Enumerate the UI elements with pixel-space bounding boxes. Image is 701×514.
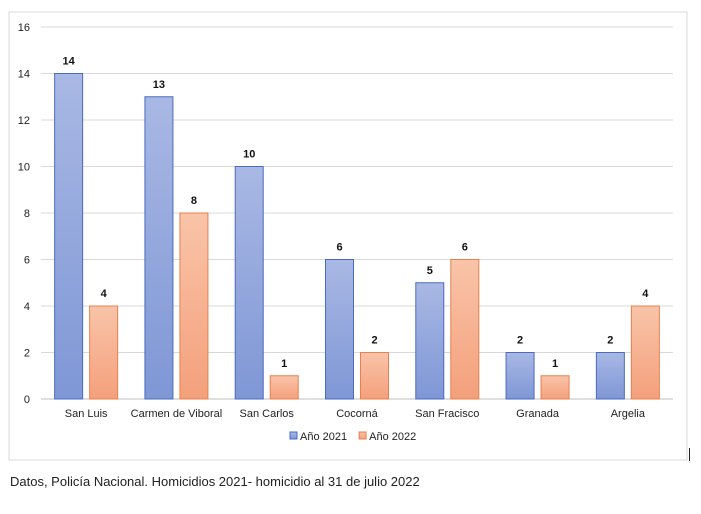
data-label: 13 (153, 79, 165, 91)
data-label: 2 (607, 335, 613, 347)
data-label: 4 (642, 288, 649, 300)
y-tick-label: 0 (24, 394, 30, 406)
x-tick-label: San Fracisco (415, 408, 479, 420)
bar (595, 352, 625, 400)
y-tick-label: 6 (24, 255, 30, 267)
bars (54, 73, 660, 400)
data-labels: 14 4 13 8 10 1 6 2 5 6 2 1 2 4 (63, 56, 650, 370)
bar (505, 352, 535, 400)
data-label: 1 (552, 358, 558, 370)
data-label: 14 (63, 56, 76, 68)
x-axis: San Luis Carmen de Viboral San Carlos Cocor… (65, 408, 646, 420)
y-tick-label: 4 (24, 301, 30, 313)
bar (630, 305, 660, 400)
x-tick-label: San Luis (65, 408, 108, 420)
legend-swatch (289, 431, 298, 440)
bar (450, 259, 480, 400)
legend: Año 2021 Año 2022 (289, 431, 416, 443)
bar (89, 305, 119, 400)
data-label: 5 (427, 265, 433, 277)
data-label: 2 (517, 335, 523, 347)
bar (325, 259, 354, 400)
y-tick-label: 14 (18, 69, 30, 81)
source-caption: Datos, Policía Nacional. Homicidios 2021… (10, 474, 420, 489)
bar (144, 96, 174, 400)
bar (179, 212, 209, 400)
bar (360, 352, 389, 400)
bar (269, 375, 299, 400)
y-tick-label: 10 (18, 162, 30, 174)
data-label: 1 (281, 358, 287, 370)
bar (415, 282, 445, 400)
data-label: 6 (462, 242, 468, 254)
legend-label: Año 2021 (300, 431, 347, 443)
x-tick-label: San Carlos (240, 408, 295, 420)
x-tick-label: Carmen de Viboral (131, 408, 223, 420)
y-axis: 0 2 4 6 8 10 12 14 16 (18, 22, 30, 406)
data-label: 8 (191, 195, 197, 207)
data-label: 2 (371, 335, 377, 347)
y-tick-label: 8 (24, 208, 30, 220)
x-tick-label: Granada (516, 408, 560, 420)
y-tick-label: 16 (18, 22, 30, 34)
legend-swatch (358, 431, 367, 440)
data-label: 4 (101, 288, 108, 300)
legend-label: Año 2022 (369, 431, 416, 443)
x-tick-label: Cocorná (336, 408, 378, 420)
bar (234, 166, 264, 400)
bar (54, 73, 84, 400)
y-tick-label: 2 (24, 348, 30, 360)
data-label: 10 (243, 149, 255, 161)
y-tick-label: 12 (18, 115, 30, 127)
bar (540, 375, 570, 400)
data-label: 6 (336, 242, 342, 254)
x-tick-label: Argelia (611, 408, 646, 420)
